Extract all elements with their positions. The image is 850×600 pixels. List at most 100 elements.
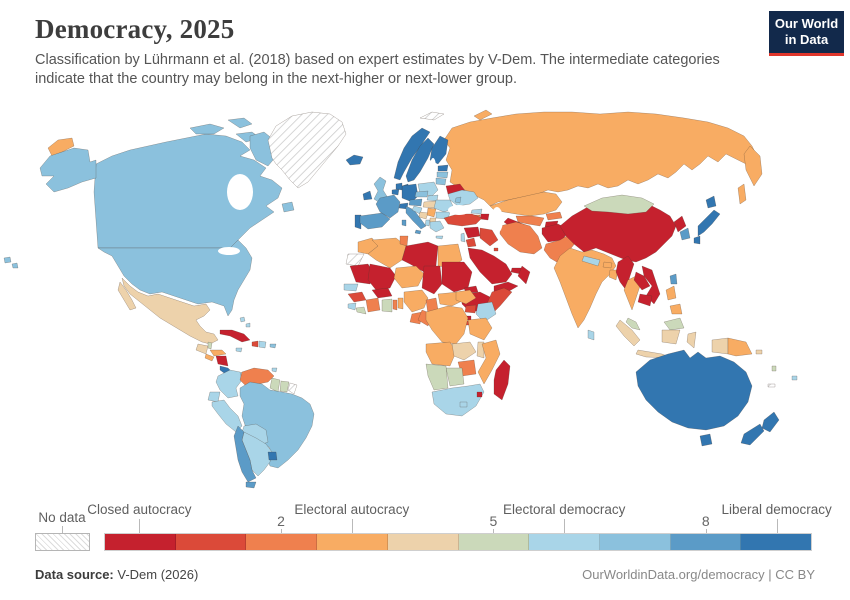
- country-bahamas-2[interactable]: [245, 322, 251, 328]
- country-mongolia[interactable]: [583, 194, 655, 215]
- country-suriname[interactable]: [279, 380, 290, 393]
- country-benin[interactable]: [397, 297, 404, 310]
- legend-segment-0[interactable]: [105, 534, 176, 550]
- country-iraq[interactable]: [479, 227, 499, 247]
- country-tierra-del-fuego-chile[interactable]: [245, 481, 257, 489]
- country-indonesia-sumatra[interactable]: [615, 319, 641, 347]
- country-greenland[interactable]: [267, 111, 347, 189]
- country-hawaii-usa[interactable]: [3, 256, 12, 264]
- country-malawi[interactable]: [476, 341, 485, 359]
- country-tanzania[interactable]: [467, 317, 493, 341]
- country-drc[interactable]: [425, 305, 469, 345]
- country-bahamas[interactable]: [239, 316, 246, 323]
- country-angola[interactable]: [425, 341, 457, 367]
- country-russia[interactable]: [443, 111, 759, 207]
- legend-segment-7[interactable]: [599, 534, 671, 550]
- country-kenya[interactable]: [475, 301, 497, 323]
- country-new-caledonia[interactable]: [767, 383, 776, 388]
- country-south-korea[interactable]: [679, 227, 691, 241]
- country-gabon[interactable]: [409, 311, 423, 325]
- country-cuba[interactable]: [219, 329, 251, 343]
- country-taiwan[interactable]: [669, 273, 678, 285]
- country-japan-hokkaido[interactable]: [705, 195, 717, 209]
- country-chad[interactable]: [421, 265, 443, 295]
- country-arctic-island-2[interactable]: [227, 117, 253, 129]
- country-papua-new-guinea[interactable]: [727, 337, 753, 357]
- country-guyana[interactable]: [269, 377, 281, 393]
- country-japan-honshu[interactable]: [697, 209, 721, 237]
- country-belize[interactable]: [207, 341, 213, 350]
- country-malaysia[interactable]: [625, 317, 641, 331]
- legend-segment-5[interactable]: [458, 534, 530, 550]
- country-france[interactable]: [375, 194, 401, 219]
- country-kamchatka-russia[interactable]: [743, 145, 763, 187]
- country-french-guiana[interactable]: [287, 382, 298, 395]
- country-namibia[interactable]: [425, 363, 449, 391]
- country-estonia[interactable]: [437, 164, 449, 172]
- country-puerto-rico[interactable]: [269, 343, 277, 349]
- country-novaya-zemlya-russia[interactable]: [473, 109, 493, 121]
- country-lithuania[interactable]: [435, 177, 447, 186]
- country-honduras[interactable]: [209, 349, 227, 357]
- country-mozambique[interactable]: [477, 339, 501, 385]
- legend-segment-6[interactable]: [529, 534, 600, 550]
- country-tasmania-australia[interactable]: [699, 433, 713, 447]
- legend-segment-9[interactable]: [741, 534, 812, 550]
- country-new-zealand-south[interactable]: [740, 423, 765, 446]
- country-albania[interactable]: [424, 219, 431, 227]
- country-nigeria[interactable]: [403, 289, 429, 313]
- country-arctic-island-1[interactable]: [189, 123, 225, 135]
- country-baja-mexico[interactable]: [117, 281, 137, 311]
- country-indonesia-sulawesi[interactable]: [686, 331, 697, 349]
- country-ecuador[interactable]: [207, 391, 221, 403]
- country-sri-lanka[interactable]: [587, 329, 595, 341]
- country-ivory-coast[interactable]: [365, 297, 381, 313]
- country-alaska-usa[interactable]: [39, 147, 97, 193]
- country-south-sudan[interactable]: [455, 289, 477, 305]
- country-sakhalin-russia[interactable]: [737, 183, 747, 205]
- country-japan-kyushu[interactable]: [693, 235, 701, 245]
- country-belgium[interactable]: [391, 188, 400, 196]
- country-western-sahara[interactable]: [345, 253, 365, 267]
- country-svalbard[interactable]: [419, 111, 445, 121]
- country-uruguay[interactable]: [267, 451, 278, 461]
- country-finland[interactable]: [429, 135, 449, 165]
- country-burkina-faso[interactable]: [371, 287, 393, 299]
- country-syria[interactable]: [463, 226, 481, 239]
- country-philippines-luzon[interactable]: [665, 285, 677, 301]
- country-cambodia[interactable]: [637, 293, 653, 307]
- country-iceland[interactable]: [345, 154, 364, 166]
- country-india[interactable]: [553, 247, 617, 329]
- legend-segment-4[interactable]: [387, 534, 459, 550]
- country-usa[interactable]: [97, 239, 253, 317]
- country-madagascar[interactable]: [493, 359, 511, 401]
- country-indonesia-west-papua[interactable]: [711, 337, 729, 355]
- country-tunisia[interactable]: [399, 235, 409, 247]
- country-bhutan[interactable]: [602, 261, 613, 269]
- country-guatemala[interactable]: [195, 343, 209, 355]
- country-turkey[interactable]: [443, 213, 483, 227]
- country-czechia[interactable]: [414, 190, 429, 198]
- country-new-zealand-north[interactable]: [761, 411, 780, 433]
- country-trinidad[interactable]: [271, 367, 278, 373]
- country-togo[interactable]: [392, 299, 398, 311]
- country-crete-greece[interactable]: [435, 235, 444, 240]
- country-newfoundland[interactable]: [281, 201, 295, 213]
- country-north-korea[interactable]: [673, 215, 687, 233]
- country-germany[interactable]: [401, 183, 419, 203]
- country-niger[interactable]: [393, 265, 425, 289]
- country-eswatini[interactable]: [476, 391, 483, 398]
- legend-segment-8[interactable]: [670, 534, 742, 550]
- country-el-salvador[interactable]: [204, 353, 215, 362]
- country-iran[interactable]: [499, 221, 543, 255]
- country-georgia[interactable]: [470, 208, 483, 215]
- country-bosnia[interactable]: [418, 211, 429, 220]
- country-dominican-republic[interactable]: [258, 340, 267, 349]
- country-nicaragua[interactable]: [215, 355, 229, 367]
- country-botswana[interactable]: [445, 367, 465, 387]
- country-nepal[interactable]: [581, 255, 601, 267]
- country-vanuatu[interactable]: [771, 365, 777, 372]
- country-greece[interactable]: [429, 220, 445, 233]
- country-sierra-leone[interactable]: [347, 302, 357, 311]
